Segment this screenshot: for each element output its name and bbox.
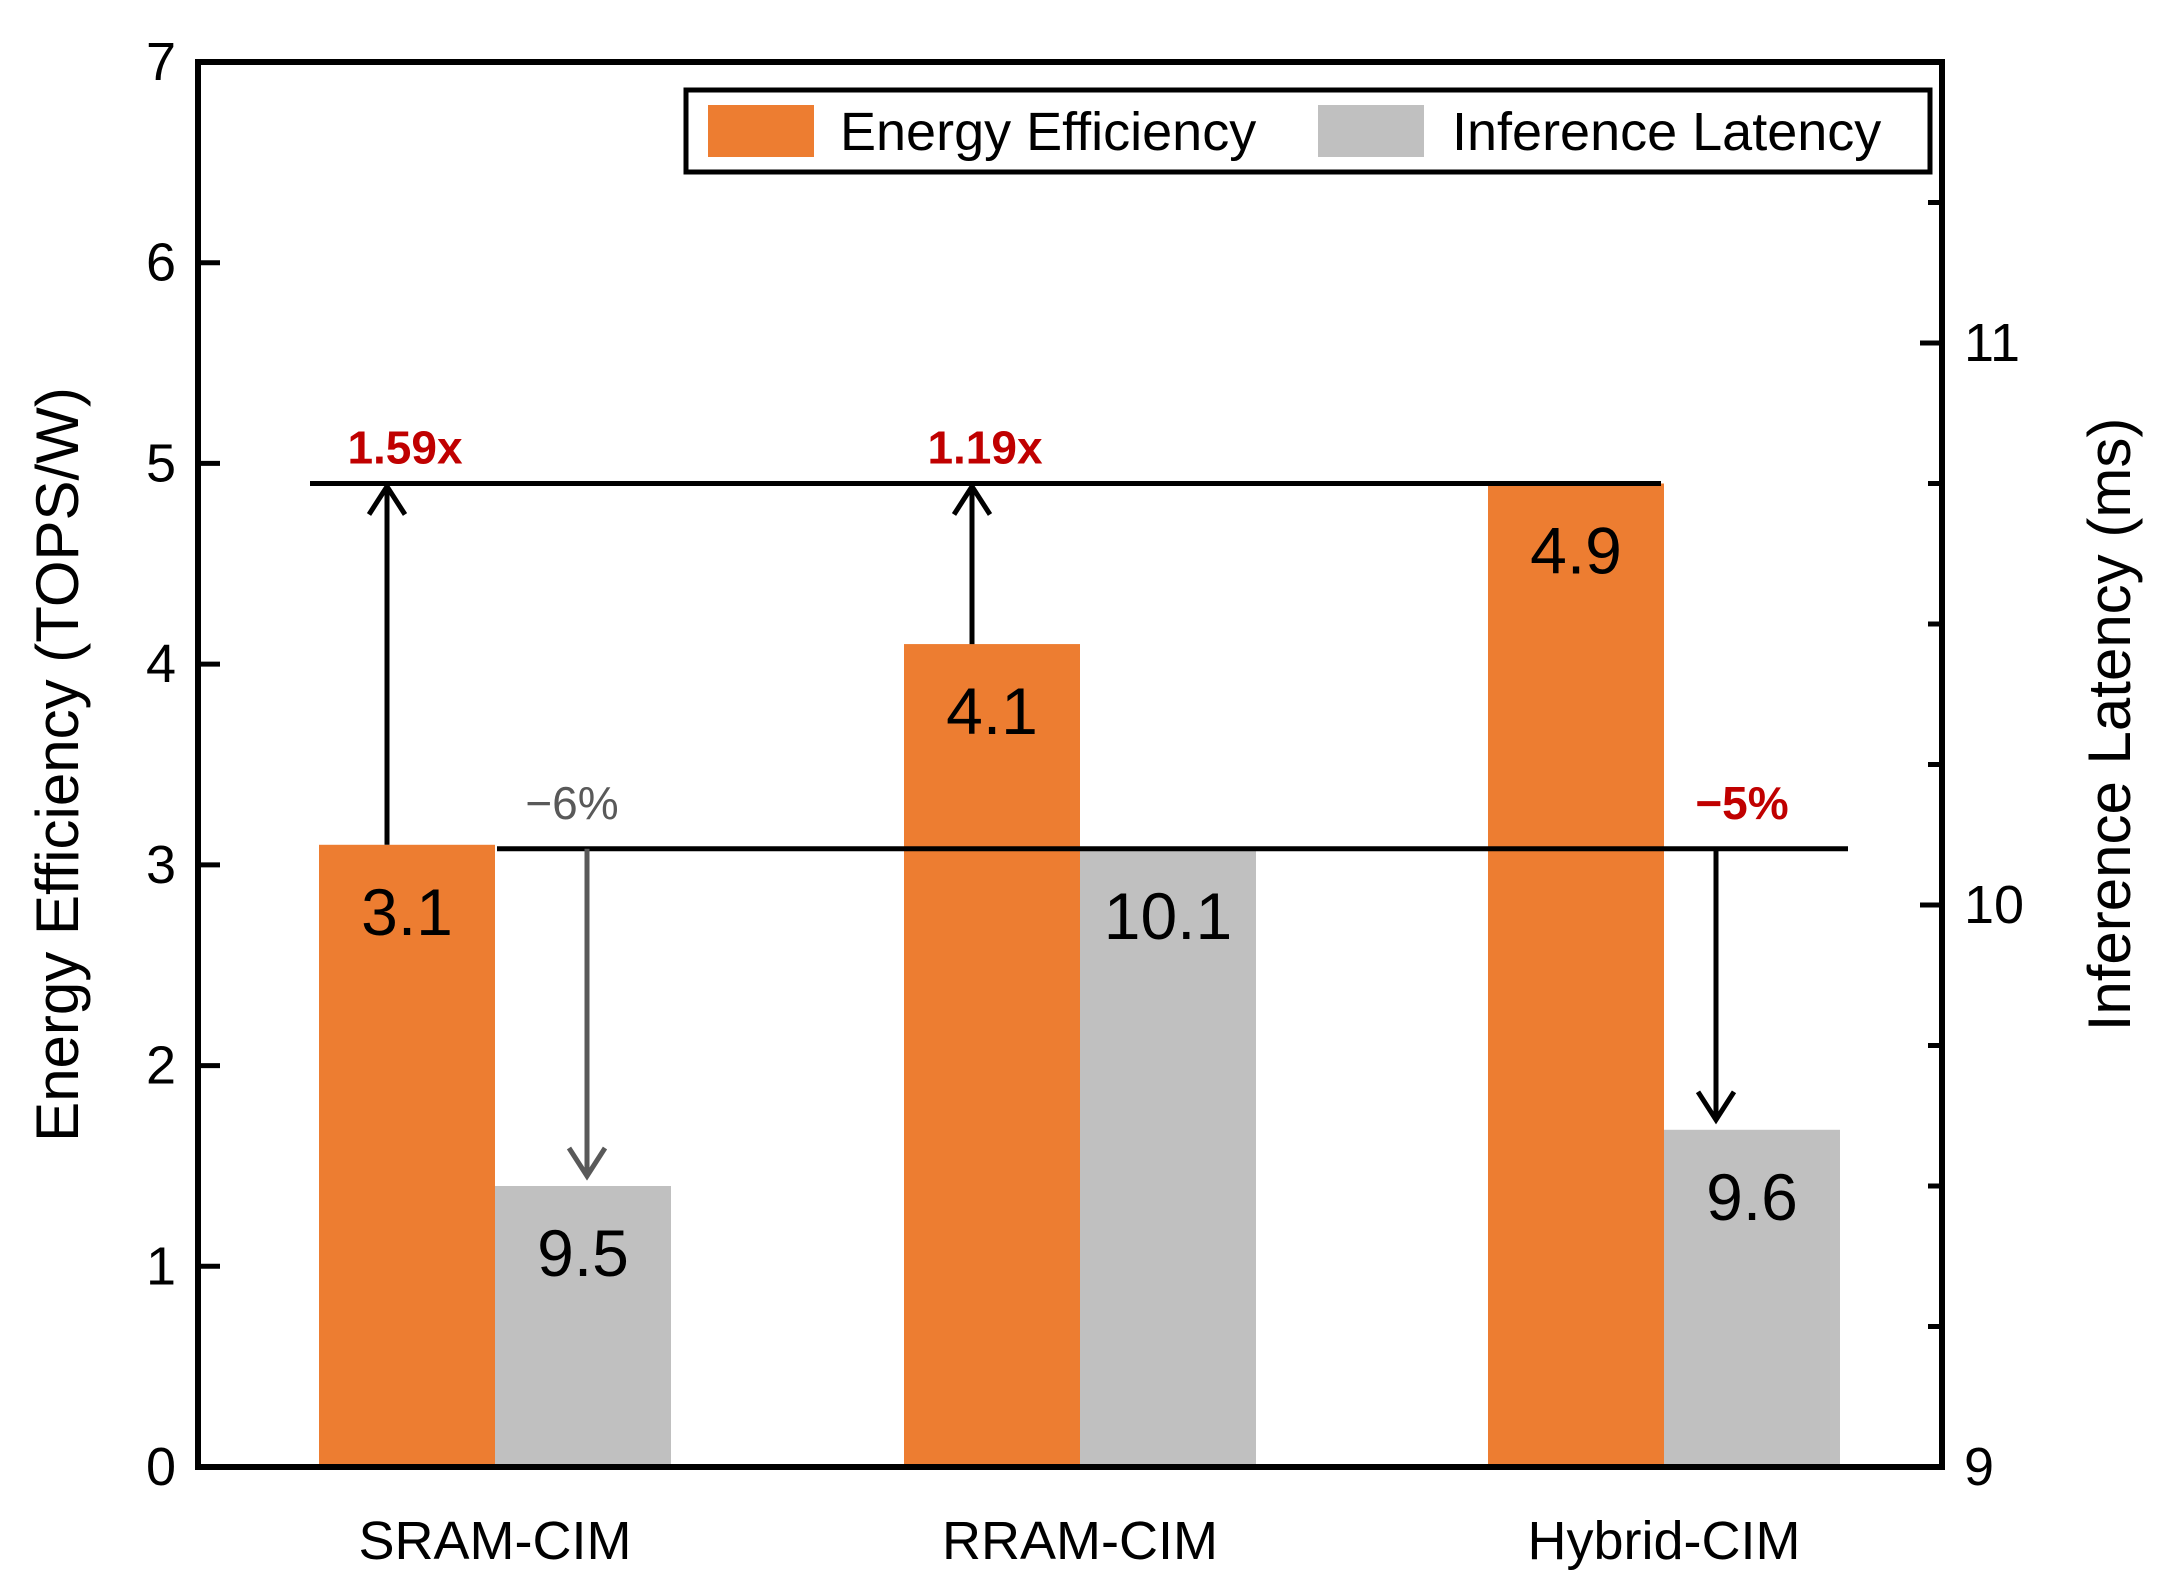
legend-swatch-energy-efficiency bbox=[708, 105, 814, 157]
x-tick-label: SRAM-CIM bbox=[359, 1511, 632, 1571]
arrow-down-sram bbox=[566, 848, 608, 1181]
arrows bbox=[366, 481, 1737, 1181]
y2-tick-label: 11 bbox=[1964, 313, 2020, 373]
y-tick-label: 6 bbox=[146, 233, 176, 293]
y2-axis-title: Inference Latency (ms) bbox=[2076, 418, 2143, 1032]
legend-label-inference-latency: Inference Latency bbox=[1452, 102, 1881, 162]
bar-inference-latency bbox=[495, 1186, 671, 1467]
axes: SRAM-CIM RRAM-CIM Hybrid-CIM 0 1 2 3 4 5 6 7 9 10 11 E… bbox=[24, 32, 2143, 1571]
data-label-inference-latency: 9.6 bbox=[1706, 1160, 1798, 1234]
legend: Energy Efficiency Inference Latency bbox=[683, 87, 1933, 175]
data-label-inference-latency: 9.5 bbox=[537, 1216, 629, 1290]
bar-energy-efficiency bbox=[1488, 483, 1664, 1467]
y2-tick-label: 10 bbox=[1964, 875, 2024, 935]
legend-label-energy-efficiency: Energy Efficiency bbox=[840, 102, 1256, 162]
y2-tick-label: 9 bbox=[1964, 1437, 1994, 1497]
arrow-up-sram bbox=[366, 481, 408, 845]
arrow-head bbox=[1695, 1090, 1737, 1125]
data-label-inference-latency: 10.1 bbox=[1104, 879, 1232, 953]
x-tick-label: Hybrid-CIM bbox=[1527, 1511, 1800, 1571]
legend-box bbox=[683, 87, 1933, 175]
arrow-head bbox=[366, 481, 408, 516]
y-tick-label: 4 bbox=[146, 634, 176, 694]
annotation-label: 1.19x bbox=[927, 422, 1043, 474]
bars-layer bbox=[319, 483, 1840, 1467]
bar-inference-latency bbox=[1080, 848, 1256, 1467]
y-tick-label: 1 bbox=[146, 1236, 176, 1296]
y-tick-label: 5 bbox=[146, 433, 176, 493]
arrow-head bbox=[566, 1146, 608, 1181]
annotation-label: 1.59x bbox=[347, 422, 463, 474]
y-tick-label: 3 bbox=[146, 835, 176, 895]
arrow-head bbox=[951, 481, 993, 516]
legend-swatch-inference-latency bbox=[1318, 105, 1424, 157]
arrow-down-hybrid bbox=[1695, 848, 1737, 1125]
y-axis-title: Energy Efficiency (TOPS/W) bbox=[24, 387, 91, 1142]
y-tick-label: 2 bbox=[146, 1036, 176, 1096]
bar-energy-efficiency bbox=[904, 644, 1080, 1467]
reference-lines bbox=[310, 481, 1848, 852]
bar-inference-latency bbox=[1664, 1129, 1840, 1467]
x-tick-label: RRAM-CIM bbox=[942, 1511, 1218, 1571]
arrow-up-rram bbox=[951, 481, 993, 645]
data-label-energy-efficiency: 4.9 bbox=[1530, 514, 1622, 588]
data-label-energy-efficiency: 4.1 bbox=[946, 674, 1038, 748]
y-tick-label: 7 bbox=[146, 32, 176, 92]
annotation-label: −5% bbox=[1695, 777, 1788, 829]
data-label-energy-efficiency: 3.1 bbox=[361, 875, 453, 949]
annotation-label: −6% bbox=[525, 777, 618, 829]
y-tick-label: 0 bbox=[146, 1437, 176, 1497]
value-labels: 3.1 9.5 4.1 10.1 4.9 9.6 1.59x 1.19x −6% −5% bbox=[347, 422, 1797, 1291]
bar-energy-efficiency bbox=[319, 844, 495, 1467]
